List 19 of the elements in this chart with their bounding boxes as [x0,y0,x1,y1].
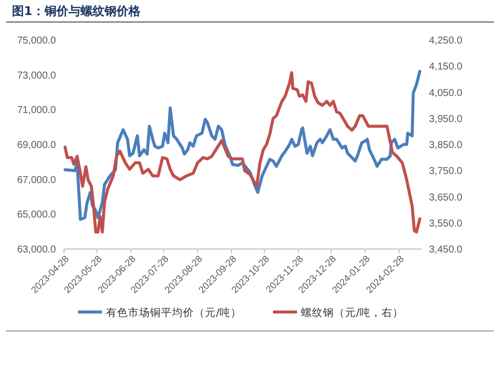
y-tick-label: 65,000.0 [17,210,56,221]
y2-tick-label: 3,450.0 [429,244,463,256]
y2-tick-label: 3,850.0 [429,140,463,151]
legend-label: 有色市场铜平均价（元/吨） [106,306,242,319]
y-tick-label: 63,000.0 [17,244,56,256]
y-tick-label: 67,000.0 [17,174,56,186]
y2-tick-label: 3,550.0 [429,218,463,230]
y2-tick-label: 3,750.0 [429,166,463,178]
y-tick-label: 69,000.0 [17,140,56,151]
y-tick-label: 71,000.0 [17,105,56,116]
y2-tick-label: 4,250.0 [429,36,463,46]
y-tick-label: 73,000.0 [17,70,56,82]
y2-tick-label: 4,050.0 [429,88,463,99]
y2-tick-label: 4,150.0 [429,62,463,73]
y2-tick-label: 3,650.0 [429,192,463,204]
chart-title: 图1：铜价与螺纹钢价格 [12,4,142,18]
y2-tick-label: 3,950.0 [429,114,463,125]
y-tick-label: 75,000.0 [17,36,56,46]
legend-label: 螺纹钢（元/吨，右） [301,306,404,319]
